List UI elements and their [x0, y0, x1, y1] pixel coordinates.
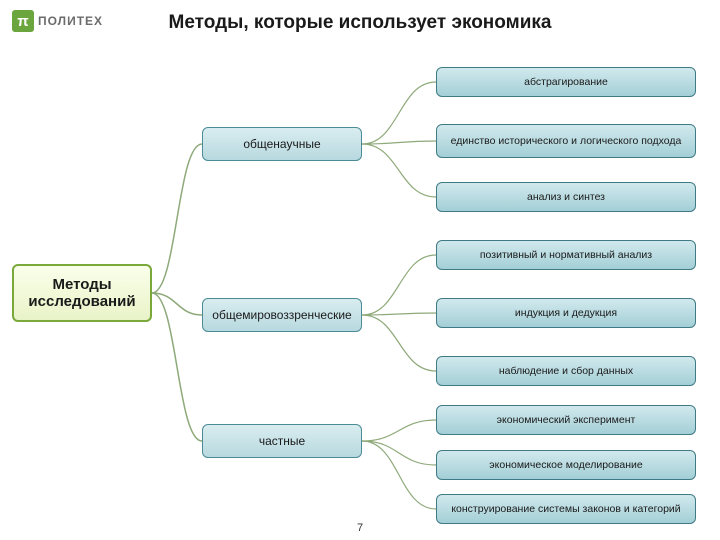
page-number: 7	[0, 522, 720, 534]
mid-node-m1: общенаучные	[202, 127, 362, 161]
slide: π ПОЛИТЕХ Методы, которые использует эко…	[0, 0, 720, 540]
page-title: Методы, которые использует экономика	[0, 12, 720, 34]
leaf-node-l9: конструирование системы законов и катего…	[436, 494, 696, 524]
leaf-node-l1: абстрагирование	[436, 67, 696, 97]
mid-node-m3: частные	[202, 424, 362, 458]
leaf-node-l3: анализ и синтез	[436, 182, 696, 212]
leaf-node-l7: экономический эксперимент	[436, 405, 696, 435]
leaf-node-l4: позитивный и нормативный анализ	[436, 240, 696, 270]
leaf-node-l8: экономическое моделирование	[436, 450, 696, 480]
leaf-node-l2: единство исторического и логического под…	[436, 124, 696, 158]
root-node: Методы исследований	[12, 264, 152, 322]
leaf-node-l6: наблюдение и сбор данных	[436, 356, 696, 386]
mid-node-m2: общемировоззренческие	[202, 298, 362, 332]
leaf-node-l5: индукция и дедукция	[436, 298, 696, 328]
